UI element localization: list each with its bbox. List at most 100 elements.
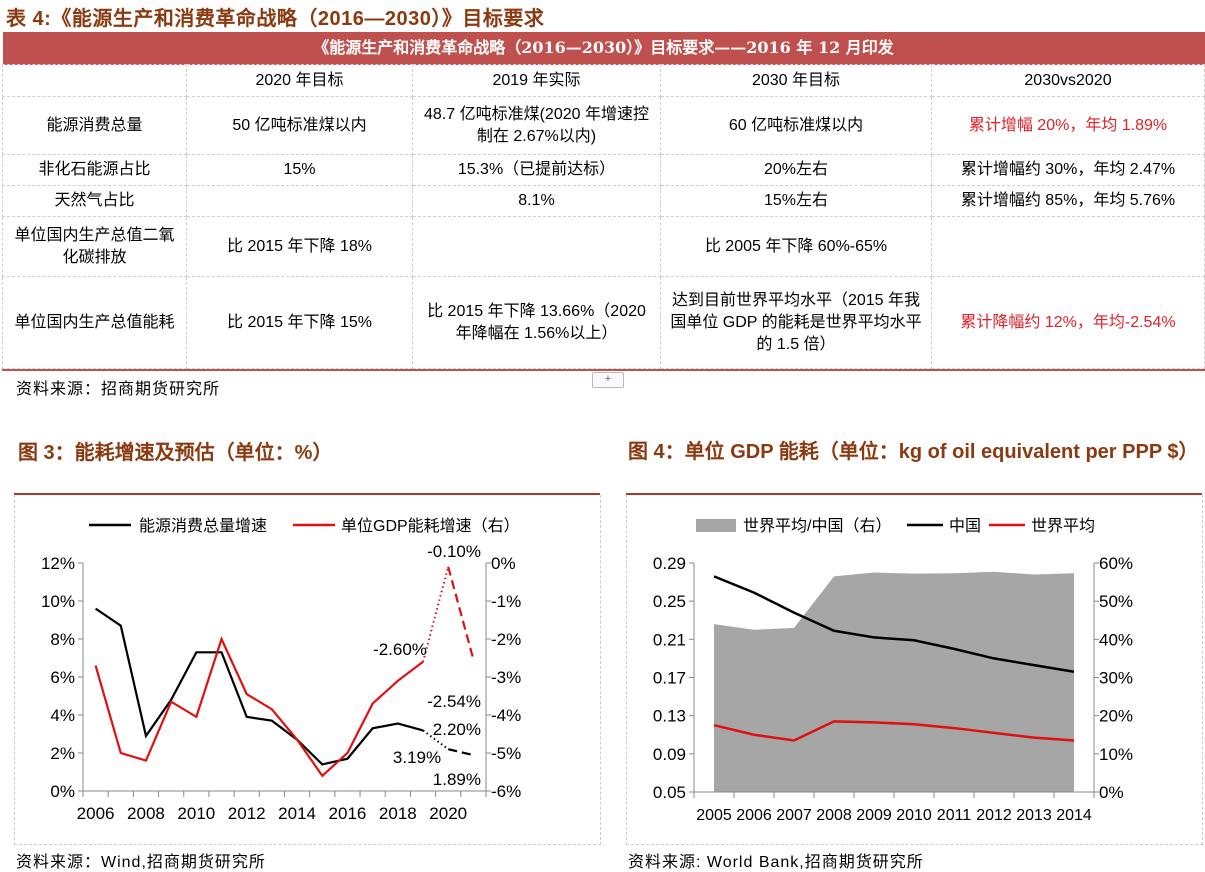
row-label: 能源消费总量 [2,96,187,155]
y-tick-label-left: 12% [41,554,75,573]
legend-label-1: 中国 [949,517,981,535]
y-tick-label-left: 4% [50,706,75,725]
y-tick-label-right: 0% [491,554,516,573]
series-forecast-dotted-1 [422,566,450,663]
chart4-title: 图 4：单位 GDP 能耗（单位：kg of oil equivalent pe… [628,441,1199,463]
x-tick-label: 2005 [696,807,732,824]
data-label: -0.10% [427,542,481,561]
series-forecast-dashed-0 [447,748,474,757]
series-line-1 [94,635,424,778]
cell-highlight: 累计降幅约 12%，年均-2.54% [931,276,1205,369]
cell: 达到目前世界平均水平（2015 年我国单位 GDP 的能耗是世界平均水平的 1.… [660,276,932,369]
y-tick-label-left: 10% [41,592,75,611]
y-tick-label-right: -1% [491,592,521,611]
x-tick-label: 2014 [278,804,316,823]
header-cell: 2019 年实际 [412,64,661,97]
area-series-0 [714,571,1074,792]
cell: 8.1% [412,185,661,217]
y-tick-label-right: 30% [1099,669,1133,688]
header-cell: 2030 年目标 [660,64,932,97]
y-tick-label-right: -5% [491,744,521,763]
x-tick-label: 2006 [77,804,115,823]
chart3-frame: 0% 2% 4% 6% 8% 10% 12% -6% -5% -4% -3% -2% -1% 0% 2006… [14,495,601,845]
legend-label-0: 世界平均/中国（右） [743,517,891,535]
x-tick-label: 2009 [856,807,892,824]
cell: 20%左右 [660,154,932,186]
x-tick-label: 2014 [1056,807,1092,824]
series-line-0 [94,607,424,766]
header-cell [2,64,187,97]
cell: 累计增幅约 30%，年均 2.47% [931,154,1205,186]
y-tick-label-right: -2% [491,630,521,649]
y-tick-label-right: -3% [491,668,521,687]
y-tick-label-left: 8% [50,630,75,649]
x-tick-label: 2008 [127,804,165,823]
chart4-frame: 0.05 0.09 0.13 0.17 0.21 0.25 0.29 0% 10% 20% 30% 4… [626,495,1203,845]
x-tick-label: 2011 [937,807,972,824]
y-tick-label-right: -6% [491,782,521,801]
header-cell: 2030vs2020 [931,64,1205,97]
chart3-source: 资料来源：Wind,招商期货研究所 [16,854,266,871]
x-tick-label: 2018 [379,804,417,823]
cell [186,185,413,217]
y-tick-label-left: 0.13 [653,707,686,726]
cell: 累计增幅约 85%，年均 5.76% [931,185,1205,217]
y-tick-label-left: 0% [50,782,75,801]
y-tick-label-left: 2% [50,744,75,763]
table-header-row: 2020 年目标 2019 年实际 2030 年目标 2030vs2020 [2,64,1205,97]
y-tick-label-left: 0.21 [653,630,686,649]
y-tick-label-right: 0% [1099,783,1124,802]
table-row: 能源消费总量 50 亿吨标准煤以内 48.7 亿吨标准煤(2020 年增速控制在… [2,96,1205,155]
series-line-2 [713,720,1075,742]
y-tick-label-left: 0.17 [653,669,686,688]
row-label: 单位国内生产总值二氧化碳排放 [2,216,187,277]
y-tick-label-right: 50% [1099,592,1133,611]
cell: 比 2015 年下降 13.66%（2020 年降幅在 1.56%以上） [412,276,661,369]
y-tick-label-right: -4% [491,706,521,725]
cell [412,216,661,277]
cell: 50 亿吨标准煤以内 [186,96,413,155]
table-bottom-rule [2,369,1205,371]
chart3-title: 图 3：能耗增速及预估（单位：%） [18,442,333,464]
y-tick-label-left: 0.25 [653,592,686,611]
y-tick-label-right: 60% [1099,554,1133,573]
y-tick-label-right: 40% [1099,630,1133,649]
data-label: -2.54% [427,692,481,711]
targets-table: 《能源生产和消费革命战略（2016—2030）》目标要求——2016 年 12 … [2,32,1205,369]
y-tick-label-right: 10% [1099,745,1133,764]
x-tick-label: 2010 [896,807,932,824]
x-tick-label: 2007 [776,807,812,824]
chart3-svg: 0%2%4%6%8%10%12%-6%-5%-4%-3%-2%-1%0%2006… [41,517,521,823]
cell: 15% [186,154,413,186]
x-tick-label: 2020 [429,804,467,823]
cell [931,216,1205,277]
y-tick-label-right: 20% [1099,707,1133,726]
row-label: 天然气占比 [2,185,187,217]
chart4-source: 资料来源: World Bank,招商期货研究所 [628,854,924,871]
x-tick-label: 2010 [177,804,215,823]
data-label: 1.89% [433,770,481,789]
y-tick-label-left: 0.09 [653,745,686,764]
legend-label-2: 世界平均 [1031,517,1095,535]
table-row: 单位国内生产总值二氧化碳排放 比 2015 年下降 18% 比 2005 年下降… [2,216,1205,277]
table-row: 天然气占比 8.1% 15%左右 累计增幅约 85%，年均 5.76% [2,185,1205,217]
y-tick-label-left: 0.29 [653,554,686,573]
row-label: 单位国内生产总值能耗 [2,276,187,369]
x-tick-label: 2013 [1016,807,1052,824]
data-label: 3.19% [393,748,441,767]
cell: 60 亿吨标准煤以内 [660,96,932,155]
y-tick-label-left: 0.05 [653,783,686,802]
series-forecast-dashed-1 [447,566,475,660]
legend-label-1: 单位GDP能耗增速（右） [341,517,520,535]
cell: 比 2015 年下降 18% [186,216,413,277]
header-cell: 2020 年目标 [186,64,413,97]
chart4-svg: 0.05 0.09 0.13 0.17 0.21 0.25 0.29 0% 10% 20% 30% 4… [653,517,1133,824]
document-title: 表 4:《能源生产和消费革命战略（2016—2030）》目标要求 [6,8,545,30]
table-row: 非化石能源占比 15% 15.3%（已提前达标） 20%左右 累计增幅约 30%… [2,154,1205,186]
y-tick-label-left: 6% [50,668,75,687]
expand-button[interactable]: + [592,372,624,388]
cell-highlight: 累计增幅 20%，年均 1.89% [931,96,1205,155]
cell: 比 2015 年下降 15% [186,276,413,369]
chart4-title-rule [626,493,1202,495]
cell: 15%左右 [660,185,932,217]
